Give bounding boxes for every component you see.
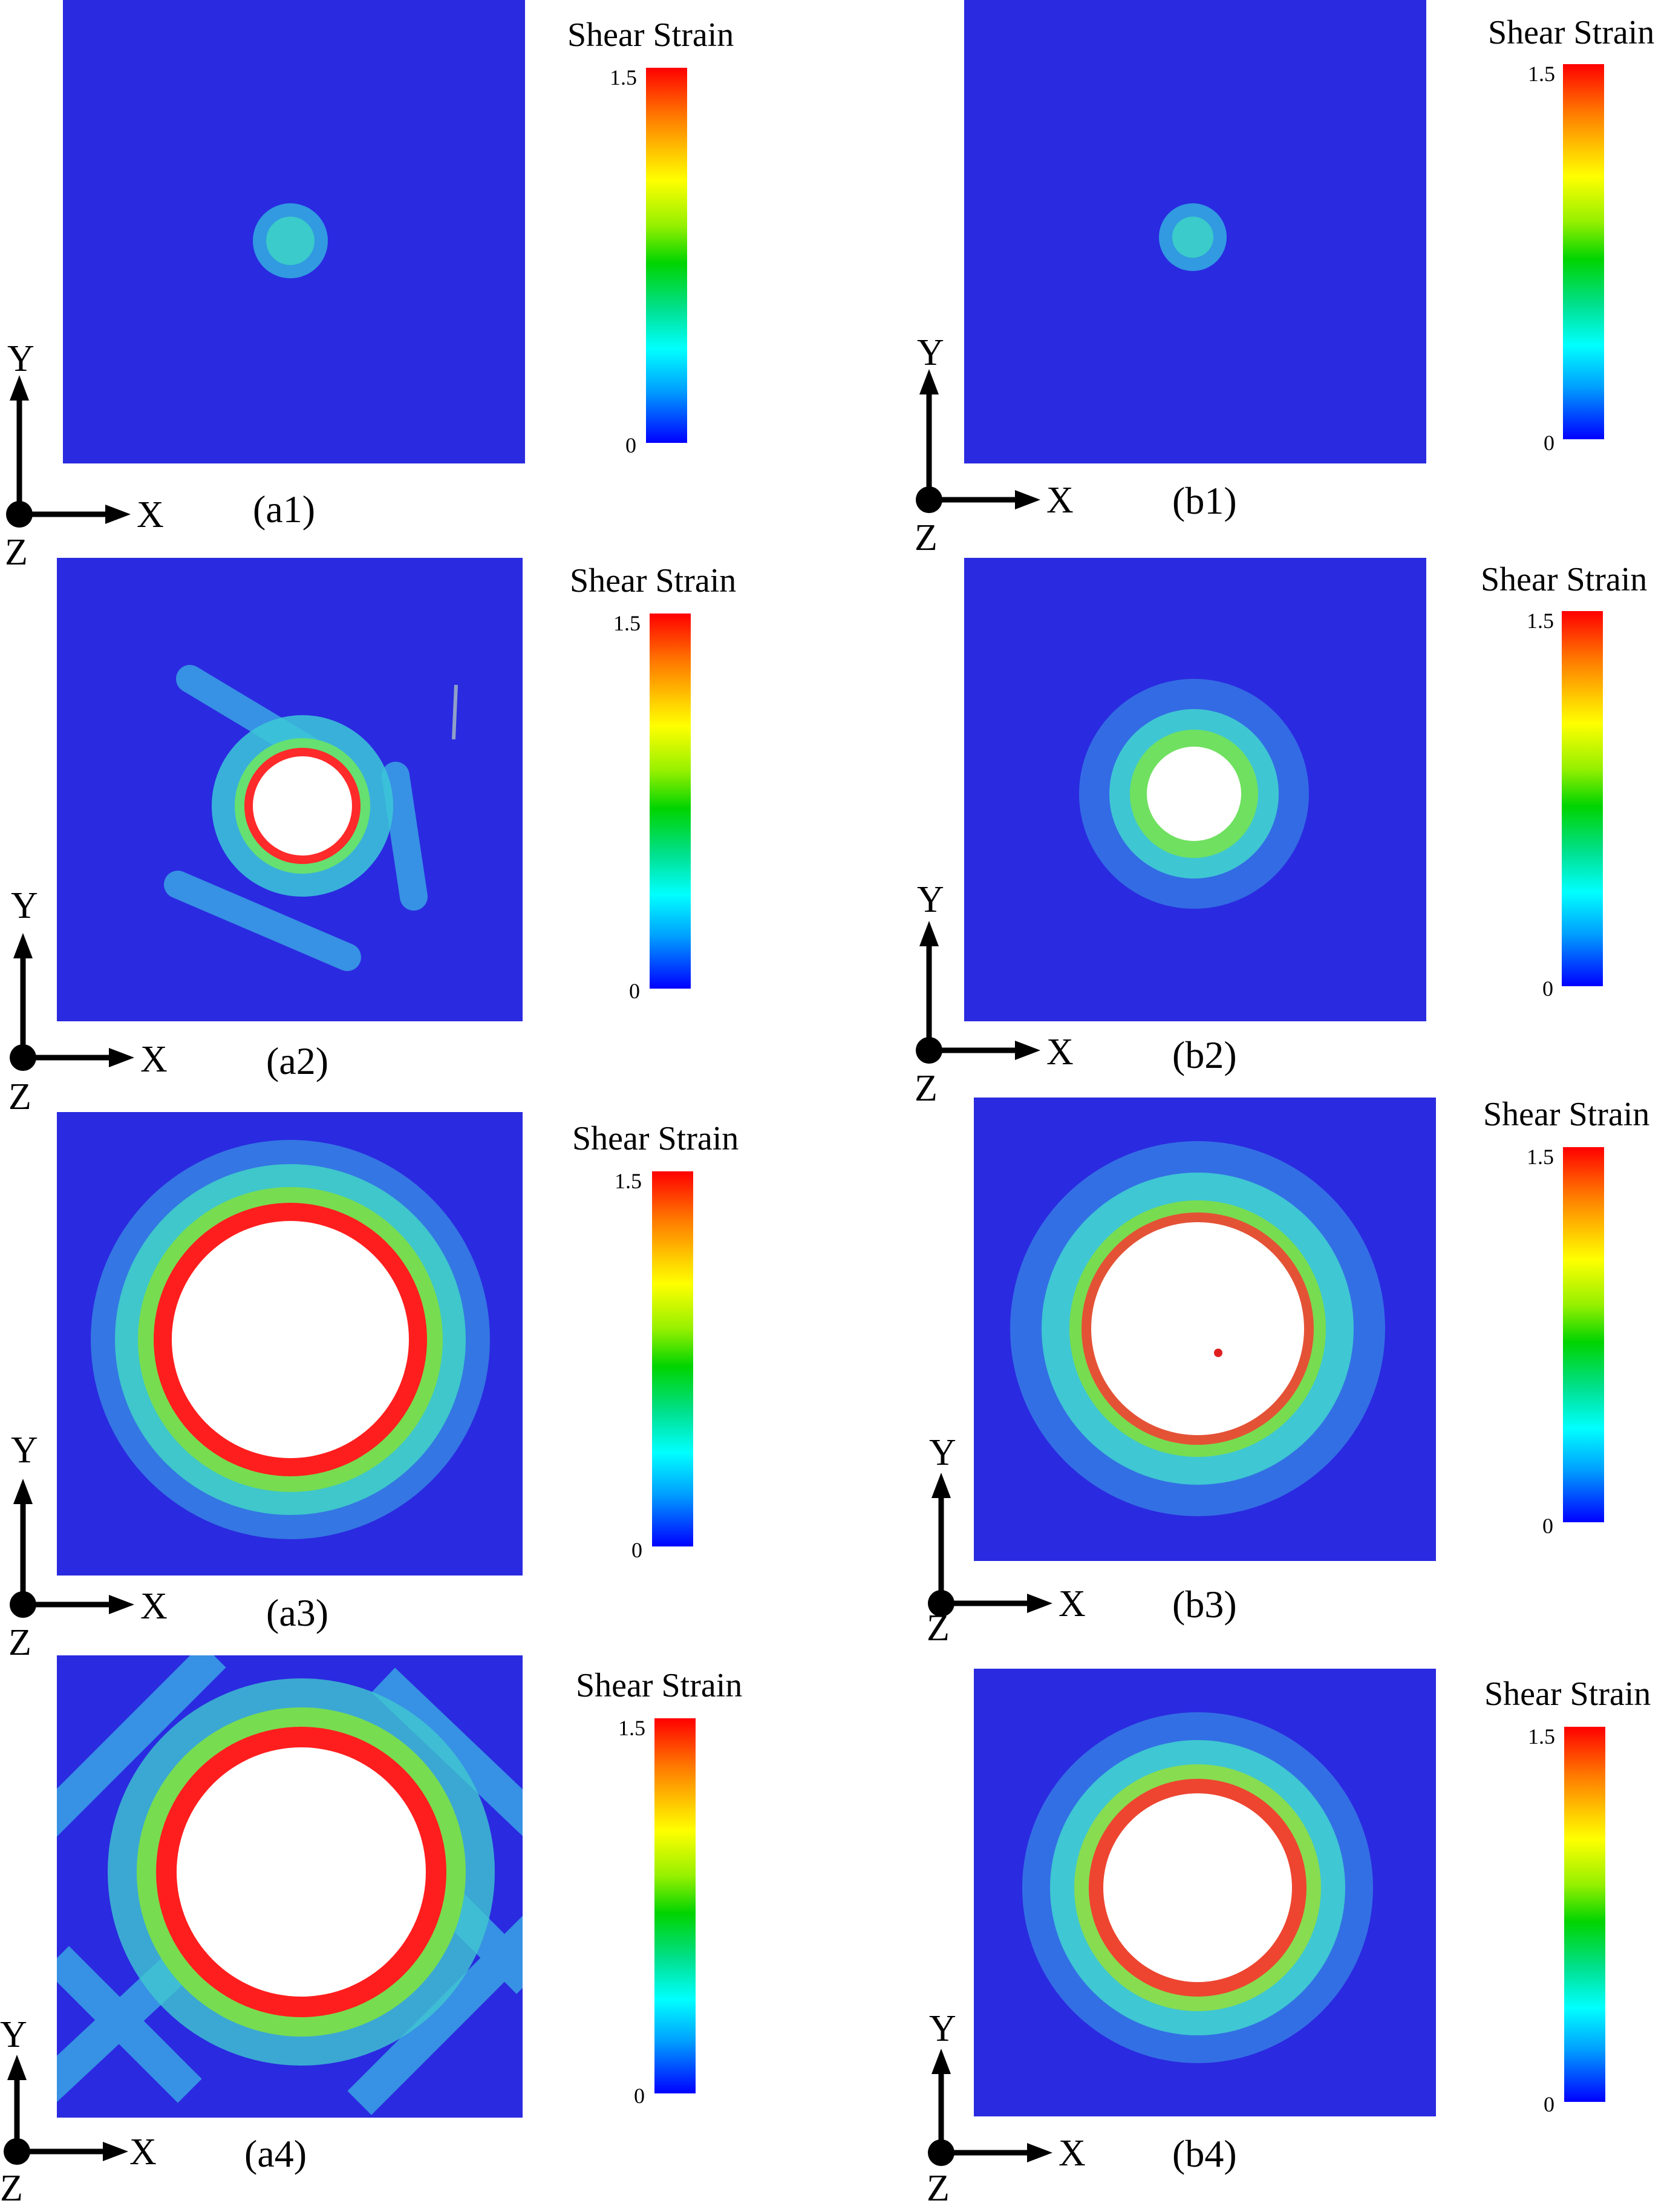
sim-image-a2 (57, 558, 523, 1021)
axis-triad: Y X Z (6, 1432, 206, 1666)
x-axis-label: X (1046, 480, 1074, 521)
axis-triad: Y X Z (0, 1994, 200, 2212)
z-axis-label: Z (0, 2168, 23, 2209)
sim-image-b4 (974, 1669, 1436, 2116)
sim-image-b1 (964, 0, 1426, 463)
y-axis-label: Y (7, 338, 34, 379)
panel-caption: (a3) (266, 1591, 329, 1634)
z-axis-label: Z (8, 1622, 31, 1663)
colorbar (654, 1718, 696, 2093)
panel-b3: Shear Strain 1.5 0 (b3) Y X Z (834, 1098, 1667, 1655)
panel-b4: Shear Strain 1.5 0 (b4) Y X Z (834, 1655, 1667, 2207)
colorbar-min-label: 0 (1542, 977, 1553, 1001)
sim-image-a4 (57, 1655, 523, 2118)
panel-caption: (b3) (1172, 1583, 1237, 1626)
panel-a3: Shear Strain 1.5 0 (a3) Y X Z (0, 1104, 834, 1661)
colorbar-max-label: 1.5 (618, 1716, 645, 1740)
colorbar-title: Shear Strain (1484, 1675, 1651, 1713)
colorbar (1562, 611, 1603, 986)
sim-image-b3 (974, 1098, 1436, 1561)
colorbar-max-label: 1.5 (613, 611, 641, 635)
panel-caption: (a4) (244, 2132, 307, 2175)
x-axis-label: X (140, 1039, 168, 1080)
colorbar (650, 614, 691, 989)
colorbar-min-label: 0 (1542, 1514, 1553, 1538)
colorbar (1563, 64, 1604, 439)
axis-triad: Y X Z (912, 881, 1112, 1109)
colorbar-max-label: 1.5 (1527, 609, 1554, 633)
colorbar-min-label: 0 (1544, 431, 1554, 455)
colorbar-min-label: 0 (634, 2084, 645, 2108)
colorbar-max-label: 1.5 (610, 65, 637, 90)
y-axis-label: Y (929, 1432, 956, 1473)
sim-image-a1 (63, 0, 525, 463)
panel-a2: Shear Strain 1.5 0 (a2) Y X Z (0, 552, 834, 1116)
colorbar-title: Shear Strain (572, 1120, 739, 1157)
y-axis-label: Y (11, 1430, 38, 1471)
colorbar-title: Shear Strain (570, 562, 737, 600)
colorbar-title: Shear Strain (1488, 14, 1655, 51)
x-axis-label: X (1046, 1032, 1074, 1073)
z-axis-label: Z (915, 517, 938, 558)
z-axis-label: Z (927, 1608, 950, 1649)
colorbar-min-label: 0 (1544, 2092, 1554, 2116)
sim-image-b2 (964, 558, 1426, 1021)
z-axis-label: Z (5, 532, 28, 573)
z-axis-label: Z (915, 1068, 938, 1109)
colorbar-title: Shear Strain (1483, 1096, 1650, 1133)
axis-triad: Y X Z (924, 1430, 1124, 1648)
panel-a1: Shear Strain 1.5 0 (a1) Y X Z (0, 0, 834, 571)
y-axis-label: Y (929, 2008, 956, 2049)
colorbar-max-label: 1.5 (615, 1169, 642, 1193)
y-axis-label: Y (11, 885, 38, 926)
colorbar (1564, 1727, 1605, 2102)
sim-image-a3 (57, 1112, 523, 1576)
panel-b2: Shear Strain 1.5 0 (b2) Y X Z (834, 552, 1667, 1107)
colorbar-min-label: 0 (625, 433, 636, 457)
colorbar-max-label: 1.5 (1528, 1724, 1555, 1749)
panel-b1: Shear Strain 1.5 0 (b1) Y X Z (834, 0, 1667, 557)
colorbar-max-label: 1.5 (1528, 62, 1555, 86)
x-axis-label: X (1059, 2133, 1086, 2174)
y-axis-label: Y (0, 2014, 27, 2055)
axis-triad: Y X Z (924, 1994, 1124, 2212)
x-axis-label: X (129, 2132, 157, 2173)
colorbar (646, 68, 687, 443)
colorbar-title: Shear Strain (576, 1667, 743, 1704)
colorbar (1563, 1147, 1604, 1522)
colorbar-min-label: 0 (631, 1538, 642, 1562)
axis-triad: Y X Z (6, 887, 206, 1121)
axis-triad: Y X Z (912, 334, 1112, 558)
z-axis-label: Z (8, 1076, 31, 1117)
panel-caption: (b2) (1172, 1033, 1237, 1076)
panel-caption: (a1) (253, 488, 316, 531)
x-axis-label: X (1059, 1583, 1086, 1625)
colorbar-title: Shear Strain (567, 16, 734, 54)
colorbar-title: Shear Strain (1481, 561, 1648, 598)
y-axis-label: Y (917, 879, 944, 920)
panel-caption: (b4) (1172, 2132, 1237, 2175)
panel-a4: Shear Strain 1.5 0 (a4) Y X Z (0, 1655, 834, 2207)
colorbar-max-label: 1.5 (1527, 1145, 1554, 1169)
panel-caption: (b1) (1172, 479, 1237, 522)
colorbar (652, 1171, 693, 1546)
z-axis-label: Z (927, 2168, 950, 2209)
y-axis-label: Y (917, 332, 944, 373)
x-axis-label: X (137, 494, 164, 535)
x-axis-label: X (140, 1586, 168, 1627)
panel-caption: (a2) (266, 1039, 329, 1082)
colorbar-min-label: 0 (629, 979, 640, 1003)
axis-triad: Y X Z (2, 340, 202, 571)
